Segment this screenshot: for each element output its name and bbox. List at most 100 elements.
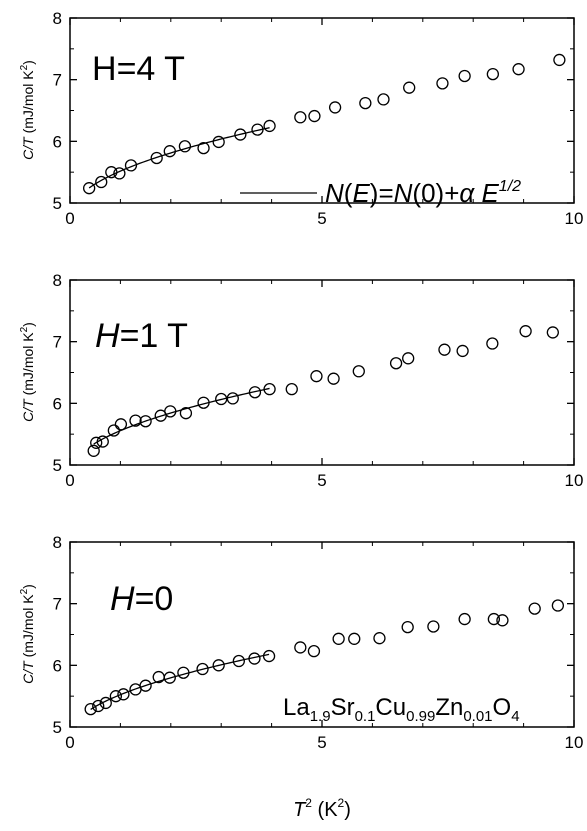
- field-symbol: H: [92, 50, 117, 88]
- y-tick-label: 5: [53, 456, 62, 475]
- y-tick-label: 7: [53, 333, 62, 352]
- x-tick-label: 5: [317, 209, 326, 228]
- fit-curve: [90, 653, 270, 710]
- y-tick-label: 8: [53, 9, 62, 28]
- data-point: [512, 63, 525, 76]
- y-tick-label: 8: [53, 533, 62, 552]
- data-point: [528, 602, 541, 615]
- data-point: [197, 141, 210, 155]
- x-tick-label: 0: [65, 733, 74, 752]
- data-point: [402, 352, 415, 365]
- data-point: [310, 370, 323, 383]
- plot-frame: [69, 17, 575, 204]
- data-point: [109, 690, 123, 703]
- data-point: [232, 654, 245, 668]
- field-value: =1 T: [120, 317, 188, 355]
- data-point: [164, 405, 177, 418]
- data-point: [163, 145, 176, 158]
- data-point: [359, 96, 372, 110]
- data-point: [332, 632, 345, 645]
- data-point: [96, 435, 109, 448]
- field-value: =4 T: [117, 50, 185, 88]
- y-tick-label: 6: [53, 394, 62, 413]
- field-symbol: H: [95, 317, 120, 355]
- field-value: =0: [135, 580, 174, 618]
- x-tick-label: 0: [65, 471, 74, 490]
- x-tick-label: 5: [317, 733, 326, 752]
- data-point: [251, 123, 264, 136]
- data-point: [294, 111, 307, 124]
- data-point: [427, 620, 440, 633]
- data-point: [307, 645, 321, 658]
- data-point: [248, 386, 262, 399]
- data-point: [294, 641, 307, 654]
- data-point: [438, 343, 451, 356]
- data-point: [114, 418, 128, 431]
- data-point: [163, 671, 176, 684]
- x-tick-label: 10: [565, 209, 584, 228]
- data-point: [179, 407, 193, 420]
- data-point: [90, 436, 103, 449]
- x-axis-label: T2 (K2): [293, 796, 351, 821]
- y-axis-label: C/T (mJ/mol K2): [19, 322, 36, 422]
- data-point: [83, 182, 96, 195]
- data-point: [456, 344, 469, 358]
- data-point: [487, 612, 501, 626]
- data-point: [99, 696, 112, 710]
- field-annotation: H=4 T: [92, 50, 185, 88]
- y-tick-label: 7: [53, 595, 62, 614]
- data-point: [84, 702, 97, 716]
- data-point: [403, 81, 416, 94]
- data-point: [139, 415, 152, 428]
- y-tick-label: 5: [53, 718, 62, 737]
- data-point: [348, 632, 361, 645]
- data-point: [327, 372, 340, 385]
- data-point: [105, 166, 118, 179]
- fit-curve: [88, 127, 270, 189]
- data-point: [553, 53, 566, 67]
- data-point: [150, 151, 163, 165]
- data-point: [95, 175, 108, 189]
- data-point: [546, 326, 559, 339]
- data-point: [117, 688, 130, 701]
- data-point: [262, 649, 276, 663]
- data-point: [308, 109, 321, 123]
- y-tick-label: 5: [53, 194, 62, 213]
- data-point: [234, 128, 247, 141]
- data-point: [226, 392, 239, 405]
- data-point: [389, 357, 403, 370]
- data-point: [377, 93, 390, 106]
- data-point: [197, 396, 210, 409]
- y-tick-label: 6: [53, 132, 62, 151]
- y-axis-label: C/T (mJ/mol K2): [19, 60, 36, 160]
- data-point: [486, 337, 499, 350]
- data-point: [139, 679, 152, 692]
- data-point: [129, 414, 142, 427]
- data-point: [373, 632, 386, 645]
- y-tick-label: 8: [53, 271, 62, 290]
- x-tick-label: 5: [317, 471, 326, 490]
- data-point: [248, 652, 261, 665]
- x-tick-label: 10: [565, 733, 584, 752]
- data-point: [285, 382, 298, 396]
- y-tick-label: 6: [53, 656, 62, 675]
- data-point: [352, 365, 365, 378]
- data-point: [263, 382, 276, 396]
- data-point: [263, 119, 276, 133]
- data-point: [92, 699, 105, 713]
- x-tick-label: 0: [65, 209, 74, 228]
- data-point: [212, 135, 225, 149]
- y-tick-label: 7: [53, 71, 62, 90]
- compound-formula: La1.9Sr0.1Cu0.99Zn0.01O4: [283, 694, 520, 725]
- data-point: [551, 599, 565, 612]
- legend-label: N(E)=N(0)+α E1/2: [325, 178, 521, 208]
- field-annotation: H=0: [110, 580, 173, 618]
- data-point: [458, 612, 471, 626]
- data-point: [519, 325, 532, 338]
- plot-frame: [69, 279, 575, 466]
- data-point: [458, 69, 471, 83]
